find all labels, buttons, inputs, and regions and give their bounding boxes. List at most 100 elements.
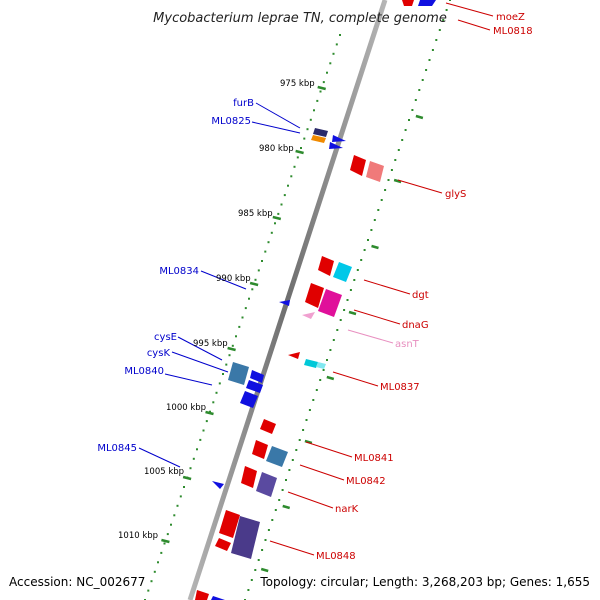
ruler-dot	[202, 429, 205, 432]
gene-feature-ml0848-c[interactable]	[231, 516, 260, 559]
ruler-dot	[306, 128, 309, 131]
ruler-dot	[367, 239, 369, 241]
gene-label-ml0842[interactable]: ML0842	[346, 476, 386, 487]
ruler-dot	[401, 139, 404, 141]
gene-label-ml0840[interactable]: ML0840	[124, 366, 164, 377]
ruler-dot	[267, 241, 270, 244]
gene-feature-blue-arrow-a[interactable]	[332, 135, 346, 142]
ruler-dot	[287, 184, 289, 187]
ruler-dot	[291, 459, 294, 461]
gene-feature-ml0841-b[interactable]	[252, 440, 268, 459]
ruler-dot	[339, 34, 341, 36]
ruler-dot	[295, 449, 298, 451]
tick-mark-left-2	[272, 215, 282, 221]
gene-feature-moez[interactable]	[402, 0, 414, 6]
gene-label-ml0845[interactable]: ML0845	[97, 443, 137, 454]
gene-label-asnt[interactable]: asnT	[395, 339, 420, 350]
ruler-tracks	[144, 0, 451, 600]
gene-feature-nark-b[interactable]	[256, 472, 277, 497]
gene-feature-cyse[interactable]	[228, 362, 249, 385]
tick-label-1005: 1005 kbp	[144, 467, 184, 477]
ruler-dot	[250, 579, 253, 581]
gene-label-nark[interactable]: narK	[335, 504, 359, 515]
gene-feature-furb[interactable]	[313, 128, 328, 137]
gene-label-ml0818[interactable]: ML0818	[493, 26, 533, 37]
gene-label-dnag[interactable]: dnaG	[402, 320, 429, 331]
ruler-dot	[329, 349, 332, 351]
ruler-dot	[356, 269, 359, 271]
ruler-dot	[343, 309, 346, 311]
ruler-dot	[280, 203, 283, 206]
ruler-dot	[271, 519, 274, 521]
ruler-dot	[270, 231, 273, 234]
gene-feature-cysk[interactable]	[250, 370, 264, 383]
gene-label-cysk[interactable]: cysK	[147, 348, 171, 359]
ruler-dot	[380, 199, 383, 201]
ruler-dot	[363, 249, 366, 251]
ruler-dot	[445, 9, 448, 11]
gene-feature-ml0834[interactable]	[279, 300, 290, 306]
gene-feature-ml0837-arrow[interactable]	[288, 352, 300, 359]
gene-feature-ml0841-a[interactable]	[260, 419, 276, 434]
gene-feature-ml0848-a[interactable]	[219, 510, 240, 538]
ruler-dot	[173, 514, 176, 517]
tick-label-975: 975 kbp	[280, 79, 315, 89]
gene-label-ml0825[interactable]: ML0825	[211, 116, 251, 127]
ruler-dot	[264, 250, 267, 253]
ruler-dot	[277, 212, 280, 215]
tick-mark-right-5	[304, 439, 313, 445]
gene-label-dgt[interactable]: dgt	[412, 290, 429, 301]
ruler-dot	[231, 344, 234, 347]
gene-feature-blue-arrow-b[interactable]	[329, 142, 343, 149]
ruler-dot	[215, 391, 218, 394]
tick-mark-left-6	[182, 475, 192, 481]
ruler-dot	[247, 589, 250, 591]
gene-feature-dnag-b[interactable]	[318, 289, 342, 317]
ruler-dot	[329, 62, 332, 65]
gene-feature-nark-a[interactable]	[241, 466, 257, 488]
gene-feature-ml0837-b[interactable]	[316, 362, 326, 369]
gene-feature-top-blue[interactable]	[418, 0, 436, 6]
gene-feature-glys-a[interactable]	[350, 155, 366, 176]
ruler-dot	[179, 495, 182, 498]
gene-feature-ml0825[interactable]	[311, 135, 326, 143]
gene-feature-dgt-b[interactable]	[333, 262, 352, 282]
gene-feature-ml0842[interactable]	[266, 446, 288, 467]
ruler-dot	[157, 561, 159, 564]
topology-text: Topology: circular; Length: 3,268,203 bp…	[259, 575, 590, 589]
gene-feature-ml0848-b[interactable]	[215, 538, 231, 551]
gene-feature-glys-b[interactable]	[366, 161, 384, 182]
gene-feature-bottom-blue[interactable]	[211, 596, 225, 600]
ruler-dot	[326, 359, 328, 361]
gene-feature-dgt-a[interactable]	[318, 256, 334, 276]
gene-feature-ml0845[interactable]	[212, 481, 224, 489]
ruler-dot	[319, 90, 322, 93]
tick-mark-left-4	[227, 346, 236, 352]
map-title: Mycobacterium leprae TN, complete genome	[153, 11, 447, 26]
ruler-dot	[300, 147, 302, 149]
gene-label-ml0834[interactable]: ML0834	[159, 266, 199, 277]
ruler-dot	[254, 569, 257, 571]
ruler-dot	[316, 99, 319, 102]
ruler-dot	[257, 269, 260, 272]
ruler-dot	[418, 89, 421, 91]
gene-label-ml0837[interactable]: ML0837	[380, 382, 420, 393]
ruler-dot	[147, 589, 150, 592]
ruler-dot	[309, 118, 312, 121]
gene-feature-asnt[interactable]	[302, 312, 315, 319]
gene-feature-ml0837[interactable]	[304, 359, 318, 368]
ruler-dot	[332, 52, 335, 55]
gene-feature-bottom-red[interactable]	[195, 590, 209, 600]
gene-label-ml0841[interactable]: ML0841	[354, 453, 394, 464]
gene-label-cyse[interactable]: cysE	[154, 332, 177, 343]
gene-feature-cysk-b[interactable]	[246, 380, 263, 393]
gene-label-furb[interactable]: furB	[233, 98, 254, 109]
ruler-dot	[305, 419, 308, 421]
gene-label-glys[interactable]: glyS	[445, 189, 466, 200]
ruler-dot	[387, 179, 390, 181]
gene-label-ml0848[interactable]: ML0848	[316, 551, 356, 562]
gene-feature-dnag-a[interactable]	[305, 283, 324, 308]
gene-label-moez[interactable]: moeZ	[496, 12, 525, 23]
gene-feature-ml0840[interactable]	[240, 391, 258, 408]
